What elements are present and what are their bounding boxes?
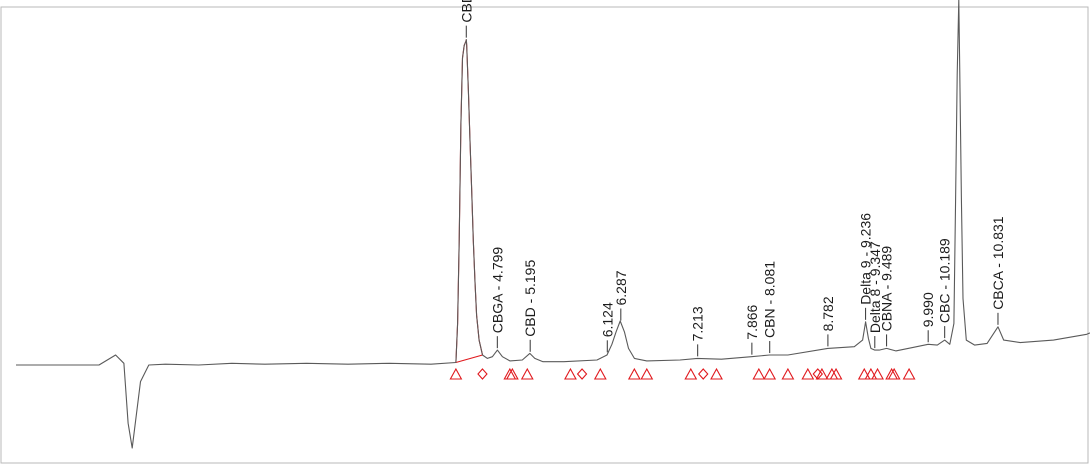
integration-marker-15-triangle bbox=[763, 367, 777, 380]
integration-marker-5-triangle bbox=[520, 367, 534, 380]
integration-marker-6-triangle bbox=[564, 367, 577, 380]
integration-marker-27-triangle bbox=[902, 367, 916, 380]
trace-layer bbox=[16, 0, 1090, 449]
integration-marker-9-triangle bbox=[627, 367, 641, 380]
peak-label-8: CBN - 8.081 bbox=[762, 261, 778, 338]
integration-marker-4-triangle bbox=[505, 367, 519, 380]
peak-label-9: 8.782 bbox=[820, 296, 836, 331]
peak-label-7: 7.866 bbox=[744, 304, 760, 339]
peak-label-4: 6.124 bbox=[599, 302, 615, 337]
integration-marker-23-triangle bbox=[864, 367, 878, 380]
chart-frame bbox=[0, 6, 1089, 464]
peak-label-10: Delta 9 - 9.236 bbox=[858, 213, 874, 305]
peak-label-16: CBCA - 10.831 bbox=[990, 216, 1006, 310]
peak-label-2: CBGA - 4.799 bbox=[489, 247, 505, 334]
peak-label-3: CBD - 5.195 bbox=[522, 260, 538, 337]
peak-label-14: CBC - 10.189 bbox=[937, 238, 953, 323]
peak-label-5: 6.287 bbox=[613, 270, 629, 305]
integration-marker-10-triangle bbox=[640, 367, 654, 380]
integration-marker-8-triangle bbox=[593, 367, 607, 380]
peak-label-11: Delta 8 - 9.347 bbox=[867, 241, 883, 333]
peak-label-12: CBNA - 9.489 bbox=[879, 246, 895, 332]
integration-marker-2-diamond bbox=[477, 368, 488, 380]
integration-marker-13-triangle bbox=[710, 367, 723, 380]
peak-label-13: 9.990 bbox=[920, 292, 936, 327]
peak-label-1: CBDA - 4.425 bbox=[458, 0, 474, 23]
integration-marker-19-triangle bbox=[815, 367, 829, 380]
integration-marker-7-diamond bbox=[576, 368, 588, 380]
integration-marker-17-triangle bbox=[801, 367, 815, 380]
peak-label-6: 7.213 bbox=[690, 306, 706, 341]
integration-marker-11-triangle bbox=[684, 367, 698, 380]
integration-marker-12-diamond bbox=[698, 368, 709, 380]
integration-marker-16-triangle bbox=[781, 367, 795, 380]
integration-marker-14-triangle bbox=[752, 367, 766, 380]
marker-layer bbox=[449, 367, 916, 380]
integration-marker-21-triangle bbox=[829, 367, 843, 380]
integration-marker-1-triangle bbox=[449, 367, 463, 380]
detector-trace bbox=[16, 0, 1090, 449]
integration-marker-24-triangle bbox=[871, 367, 884, 380]
integration-marker-22-triangle bbox=[857, 367, 871, 380]
integration-marker-26-triangle bbox=[887, 367, 901, 380]
peak-label-layer: CBDA - 4.425 CBGA - 4.799 CBD - 5.195 6.124… bbox=[458, 0, 1006, 357]
